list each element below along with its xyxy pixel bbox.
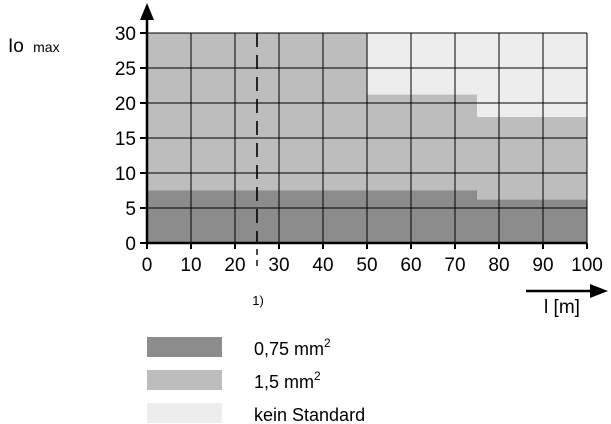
- legend-label-kein: kein Standard: [254, 405, 365, 424]
- x-axis-arrow: [590, 284, 608, 298]
- y-axis-label-sub: max: [33, 39, 59, 55]
- y-tick-label-20: 20: [115, 94, 136, 115]
- x-tick-label-30: 30: [268, 255, 289, 276]
- y-tick-label-0: 0: [125, 234, 136, 255]
- tick-layer: 0 5 10 15 20 25 30 0 10 20 30 40 50 60 70 80 90 100: [115, 24, 603, 276]
- legend-swatch-kein: [147, 403, 222, 423]
- x-axis-label: l [m]: [544, 297, 580, 318]
- y-tick-label-30: 30: [115, 24, 136, 45]
- legend-label-s075: 0,75 mm2: [254, 336, 331, 359]
- x-tick-label-20: 20: [224, 255, 245, 276]
- legend: 0,75 mm2 1,5 mm2 kein Standard: [147, 336, 365, 424]
- x-tick-label-80: 80: [488, 255, 509, 276]
- y-tick-label-25: 25: [115, 59, 136, 80]
- grid-layer: [147, 32, 588, 243]
- x-tick-label-10: 10: [180, 255, 201, 276]
- y-axis-arrow: [140, 3, 154, 20]
- x-tick-label-100: 100: [571, 255, 603, 276]
- legend-swatch-s075: [147, 337, 222, 357]
- x-tick-label-0: 0: [142, 255, 153, 276]
- x-tick-label-40: 40: [312, 255, 333, 276]
- footnote-marker-label: 1): [252, 293, 264, 308]
- x-tick-label-50: 50: [356, 255, 377, 276]
- legend-swatch-s15: [147, 370, 222, 390]
- y-axis-label-main: Io: [8, 36, 24, 57]
- x-tick-label-90: 90: [532, 255, 553, 276]
- x-tick-label-70: 70: [444, 255, 465, 276]
- y-tick-label-15: 15: [115, 129, 136, 150]
- y-axis-label: Io max: [8, 36, 60, 57]
- y-tick-label-5: 5: [125, 199, 136, 220]
- legend-label-s15: 1,5 mm2: [254, 369, 321, 392]
- x-tick-label-60: 60: [400, 255, 421, 276]
- y-tick-label-10: 10: [115, 164, 136, 185]
